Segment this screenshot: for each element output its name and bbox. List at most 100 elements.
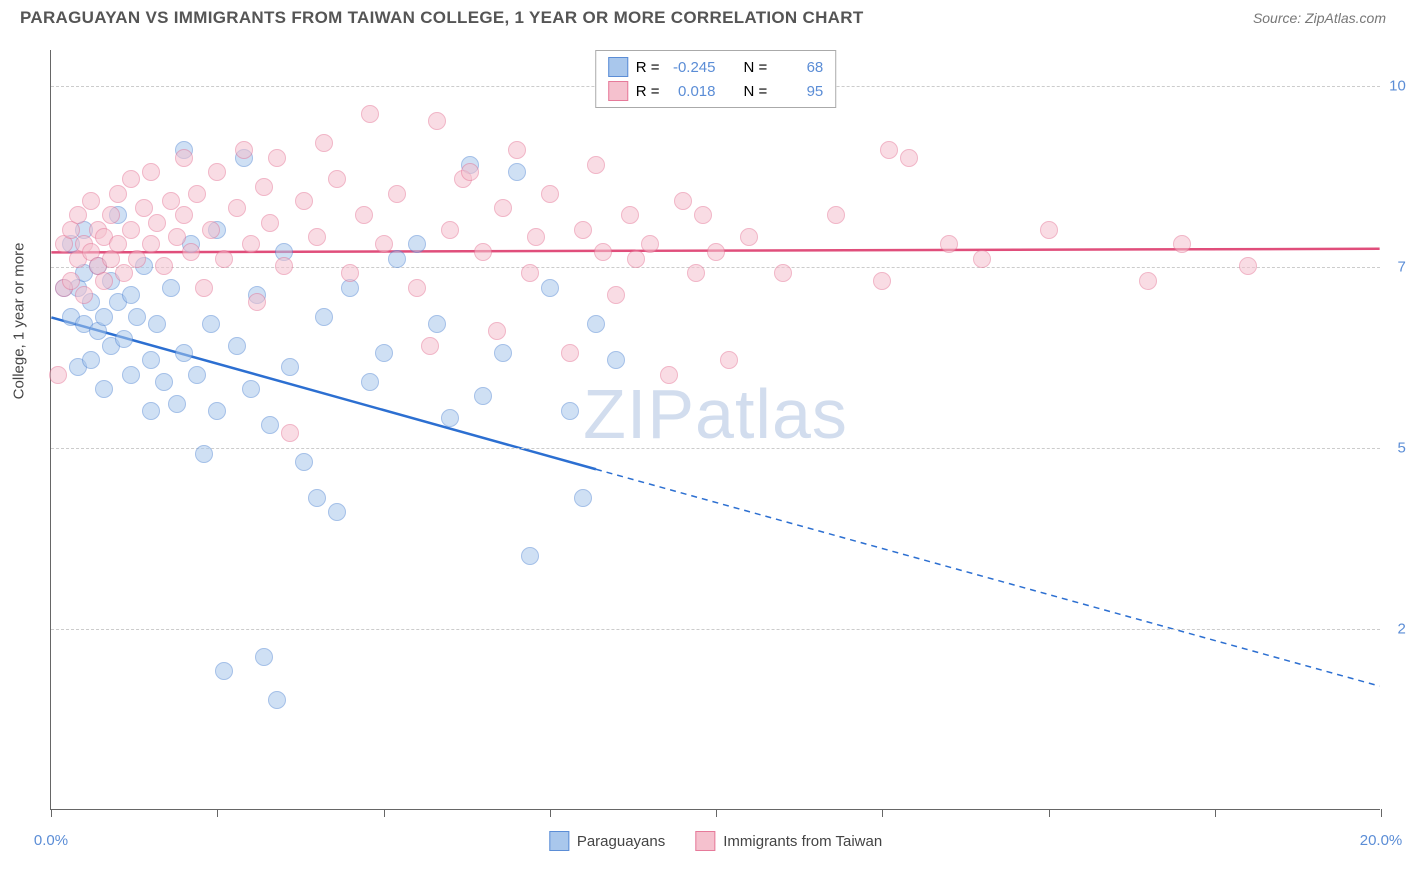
data-point [561, 402, 579, 420]
x-tick [1049, 809, 1050, 817]
x-tick-label: 20.0% [1360, 832, 1403, 849]
y-tick-label: 75.0% [1385, 259, 1406, 276]
data-point [168, 228, 186, 246]
data-point [607, 351, 625, 369]
data-point [95, 308, 113, 326]
legend-series: Paraguayans Immigrants from Taiwan [549, 831, 882, 851]
data-point [295, 192, 313, 210]
legend-label: Paraguayans [577, 833, 665, 850]
data-point [587, 156, 605, 174]
data-point [774, 264, 792, 282]
data-point [720, 351, 738, 369]
data-point [873, 272, 891, 290]
data-point [75, 286, 93, 304]
data-point [494, 344, 512, 362]
data-point [587, 315, 605, 333]
x-tick [882, 809, 883, 817]
data-point [295, 453, 313, 471]
data-point [275, 257, 293, 275]
data-point [521, 264, 539, 282]
y-tick-label: 100.0% [1385, 78, 1406, 95]
x-tick [384, 809, 385, 817]
data-point [142, 351, 160, 369]
watermark: ZIPatlas [583, 374, 848, 454]
data-point [168, 395, 186, 413]
legend-swatch [608, 57, 628, 77]
data-point [541, 185, 559, 203]
data-point [175, 206, 193, 224]
data-point [268, 691, 286, 709]
x-tick [550, 809, 551, 817]
data-point [82, 351, 100, 369]
data-point [574, 489, 592, 507]
data-point [527, 228, 545, 246]
data-point [328, 503, 346, 521]
data-point [69, 206, 87, 224]
data-point [82, 192, 100, 210]
data-point [281, 424, 299, 442]
data-point [228, 199, 246, 217]
legend-swatch [608, 81, 628, 101]
n-value: 68 [775, 59, 823, 76]
data-point [255, 648, 273, 666]
legend-label: Immigrants from Taiwan [723, 833, 882, 850]
data-point [1040, 221, 1058, 239]
n-label: N = [744, 83, 768, 100]
data-point [474, 243, 492, 261]
data-point [261, 416, 279, 434]
legend-item: Immigrants from Taiwan [695, 831, 882, 851]
data-point [508, 163, 526, 181]
data-point [687, 264, 705, 282]
data-point [122, 170, 140, 188]
legend-swatch [695, 831, 715, 851]
gridline [51, 267, 1380, 268]
data-point [308, 489, 326, 507]
data-point [441, 409, 459, 427]
data-point [421, 337, 439, 355]
data-point [109, 185, 127, 203]
data-point [122, 366, 140, 384]
data-point [674, 192, 692, 210]
data-point [740, 228, 758, 246]
data-point [388, 185, 406, 203]
data-point [308, 228, 326, 246]
legend-item: Paraguayans [549, 831, 665, 851]
data-point [973, 250, 991, 268]
chart-header: PARAGUAYAN VS IMMIGRANTS FROM TAIWAN COL… [0, 0, 1406, 32]
data-point [228, 337, 246, 355]
data-point [242, 380, 260, 398]
r-label: R = [636, 83, 660, 100]
gridline [51, 629, 1380, 630]
data-point [115, 330, 133, 348]
data-point [188, 185, 206, 203]
data-point [574, 221, 592, 239]
data-point [428, 315, 446, 333]
y-tick-label: 50.0% [1385, 440, 1406, 457]
data-point [315, 134, 333, 152]
data-point [215, 250, 233, 268]
x-tick [716, 809, 717, 817]
data-point [95, 272, 113, 290]
data-point [202, 315, 220, 333]
data-point [461, 163, 479, 181]
data-point [1139, 272, 1157, 290]
data-point [694, 206, 712, 224]
data-point [880, 141, 898, 159]
data-point [62, 272, 80, 290]
data-point [375, 235, 393, 253]
data-point [521, 547, 539, 565]
scatter-chart: College, 1 year or more ZIPatlas R =-0.2… [50, 50, 1380, 810]
data-point [388, 250, 406, 268]
data-point [255, 178, 273, 196]
data-point [135, 199, 153, 217]
data-point [95, 380, 113, 398]
data-point [49, 366, 67, 384]
r-value: -0.245 [668, 59, 716, 76]
data-point [900, 149, 918, 167]
data-point [142, 402, 160, 420]
data-point [328, 170, 346, 188]
data-point [474, 387, 492, 405]
x-tick [51, 809, 52, 817]
data-point [707, 243, 725, 261]
data-point [488, 322, 506, 340]
